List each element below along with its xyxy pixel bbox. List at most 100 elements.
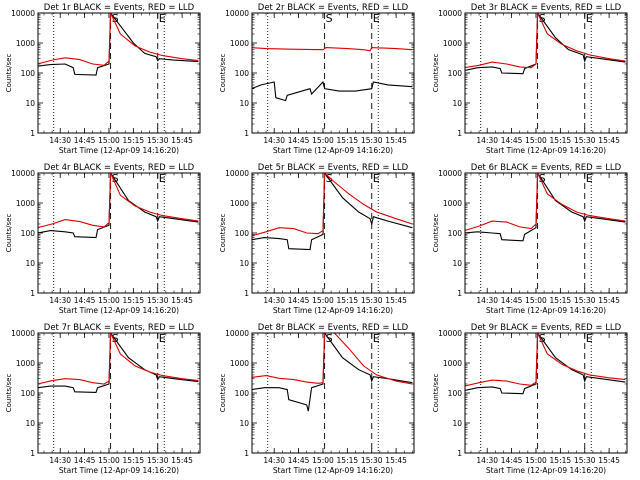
- plot-title: Det 3r BLACK = Events, RED = LLD: [471, 3, 622, 13]
- y-tick-label: 1000: [230, 199, 249, 208]
- marker-label: E: [159, 12, 166, 25]
- x-tick-label: 15:30: [361, 296, 383, 305]
- lld-series-line: [465, 173, 626, 232]
- x-tick-label: 15:30: [361, 456, 383, 465]
- x-tick-label: 14:30: [49, 296, 71, 305]
- y-tick-label: 1000: [16, 199, 35, 208]
- series-group: [38, 173, 199, 239]
- series-group: [252, 333, 413, 412]
- marker-label: E: [159, 332, 166, 345]
- lld-series-line: [252, 47, 413, 52]
- x-tick-label: 14:30: [263, 296, 285, 305]
- x-axis-label: Start Time (12-Apr-09 14:16:20): [486, 306, 606, 315]
- x-tick-label: 14:45: [74, 136, 96, 145]
- y-tick-label: 10: [25, 259, 35, 268]
- plot-title: Det 5r BLACK = Events, RED = LLD: [258, 163, 409, 173]
- plot-title: Det 1r BLACK = Events, RED = LLD: [44, 3, 195, 13]
- x-tick-label: 15:30: [147, 296, 169, 305]
- y-tick-label: 1000: [230, 39, 249, 48]
- series-group: [465, 173, 626, 242]
- y-tick-label: 1000: [16, 359, 35, 368]
- x-axis-label: Start Time (12-Apr-09 14:16:20): [273, 466, 393, 475]
- x-tick-label: 14:30: [476, 296, 498, 305]
- y-tick-label: 10000: [438, 169, 462, 178]
- series-group: [252, 47, 413, 102]
- y-axis-label: Counts/sec: [219, 214, 227, 253]
- plot-panel-3: Det 3r BLACK = Events, RED = LLD Counts/s…: [432, 3, 628, 155]
- x-tick-label: 15:30: [147, 456, 169, 465]
- x-tick-label: 14:30: [263, 136, 285, 145]
- plot-frame: [37, 332, 201, 454]
- plot-title: Det 7r BLACK = Events, RED = LLD: [44, 323, 195, 333]
- y-axis-label: Counts/sec: [219, 374, 227, 413]
- plot-frame: [251, 332, 415, 454]
- x-tick-label: 14:30: [476, 136, 498, 145]
- y-tick-label: 100: [448, 69, 463, 78]
- marker-label: S: [326, 12, 333, 25]
- y-tick-label: 1000: [230, 359, 249, 368]
- plot-panel-6: Det 6r BLACK = Events, RED = LLD Counts/s…: [432, 163, 628, 315]
- plot-panel-5: Det 5r BLACK = Events, RED = LLD Counts/s…: [219, 163, 415, 315]
- x-tick-label: 15:45: [598, 136, 620, 145]
- y-tick-label: 100: [235, 69, 250, 78]
- y-tick-label: 100: [21, 229, 36, 238]
- x-axis-label: Start Time (12-Apr-09 14:16:20): [486, 466, 606, 475]
- series-group: [38, 333, 199, 393]
- x-tick-label: 15:15: [550, 456, 572, 465]
- x-tick-label: 15:45: [598, 456, 620, 465]
- x-tick-label: 15:30: [574, 296, 596, 305]
- x-tick-label: 15:45: [598, 296, 620, 305]
- x-tick-label: 15:15: [337, 136, 359, 145]
- plot-panel-9: Det 9r BLACK = Events, RED = LLD Counts/s…: [432, 323, 628, 475]
- plot-frame: [464, 172, 628, 294]
- y-tick-label: 10: [452, 259, 462, 268]
- lld-series-line: [252, 173, 413, 237]
- y-axis-label: Counts/sec: [432, 374, 440, 413]
- y-tick-label: 100: [21, 69, 36, 78]
- x-tick-label: 14:45: [288, 136, 310, 145]
- x-tick-label: 15:00: [525, 296, 547, 305]
- x-tick-label: 15:15: [123, 456, 145, 465]
- plot-panel-7: Det 7r BLACK = Events, RED = LLD Counts/s…: [5, 323, 201, 475]
- x-tick-label: 15:15: [550, 136, 572, 145]
- x-tick-label: 14:30: [263, 456, 285, 465]
- marker-label: E: [159, 172, 166, 185]
- y-tick-label: 10000: [11, 169, 35, 178]
- plot-title: Det 9r BLACK = Events, RED = LLD: [471, 323, 622, 333]
- y-tick-label: 1000: [443, 199, 462, 208]
- x-tick-label: 15:30: [574, 456, 596, 465]
- y-tick-label: 10000: [225, 169, 249, 178]
- y-tick-label: 10: [452, 99, 462, 108]
- y-tick-label: 10000: [225, 329, 249, 338]
- marker-label: E: [586, 12, 593, 25]
- x-tick-label: 15:45: [385, 296, 407, 305]
- series-group: [252, 173, 413, 251]
- plot-title: Det 8r BLACK = Events, RED = LLD: [258, 323, 409, 333]
- plot-frame: [464, 12, 628, 134]
- marker-label: S: [539, 172, 546, 185]
- y-tick-label: 1: [244, 129, 249, 138]
- x-tick-label: 15:45: [385, 136, 407, 145]
- x-tick-label: 14:45: [288, 456, 310, 465]
- x-tick-label: 15:45: [171, 456, 193, 465]
- x-axis-label: Start Time (12-Apr-09 14:16:20): [59, 146, 179, 155]
- y-tick-label: 100: [235, 229, 250, 238]
- x-tick-label: 15:45: [171, 296, 193, 305]
- y-tick-label: 10: [239, 99, 249, 108]
- y-tick-label: 10000: [225, 9, 249, 18]
- x-tick-label: 14:45: [288, 296, 310, 305]
- x-tick-label: 15:30: [147, 136, 169, 145]
- x-tick-label: 15:00: [98, 296, 120, 305]
- marker-label: E: [586, 332, 593, 345]
- y-tick-label: 10000: [438, 9, 462, 18]
- x-tick-label: 14:30: [49, 456, 71, 465]
- x-tick-label: 15:30: [361, 136, 383, 145]
- y-tick-label: 1: [244, 289, 249, 298]
- y-axis-label: Counts/sec: [5, 54, 13, 93]
- x-tick-label: 15:15: [123, 136, 145, 145]
- events-series-line: [38, 13, 199, 76]
- series-group: [465, 333, 626, 395]
- x-tick-label: 14:45: [501, 296, 523, 305]
- plot-panel-8: Det 8r BLACK = Events, RED = LLD Counts/s…: [219, 323, 415, 475]
- x-axis-label: Start Time (12-Apr-09 14:16:20): [273, 306, 393, 315]
